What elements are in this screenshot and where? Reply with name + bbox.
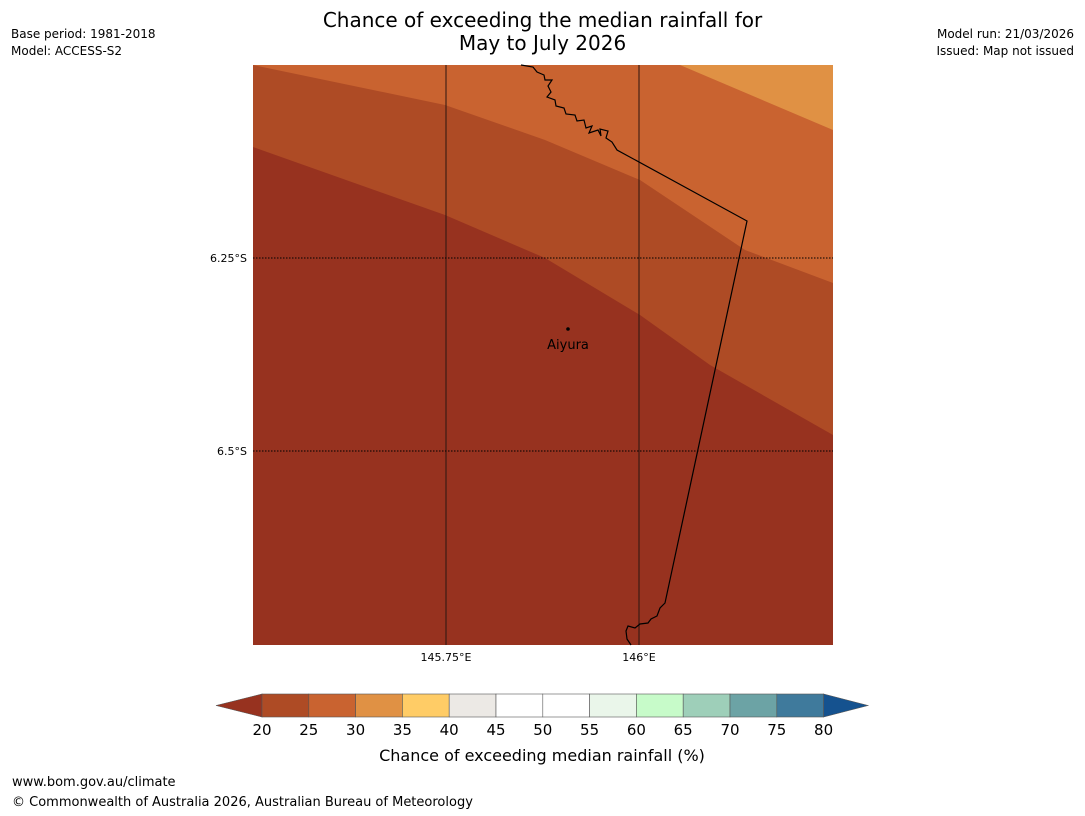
colorbar-tick-70: 70 (720, 721, 739, 739)
place-label: Aiyura (547, 338, 589, 353)
colorbar-swatch-45-50 (495, 693, 544, 718)
colorbar-over-arrow (823, 693, 870, 718)
colorbar-tick-35: 35 (393, 721, 412, 739)
map-panel: Aiyura 6.25°S 6.5°S 145.75°E 146°E (210, 64, 833, 664)
colorbar-swatch-30-35 (355, 693, 403, 718)
meta-left: Base period: 1981-2018 Model: ACCESS-S2 (11, 26, 156, 60)
meta-right: Model run: 21/03/2026 Issued: Map not is… (936, 26, 1074, 60)
model-run-text: Model run: 21/03/2026 (936, 27, 1074, 41)
colorbar-swatch-20-25 (261, 693, 310, 718)
colorbar-swatch-35-40 (402, 693, 450, 718)
footer-url: www.bom.gov.au/climate (12, 775, 176, 790)
map-title-line-2: May to July 2026 (458, 31, 627, 55)
colorbar-tick-80: 80 (814, 721, 833, 739)
colorbar-tick-75: 75 (767, 721, 786, 739)
colorbar: 20 25 30 35 40 45 50 55 60 65 70 75 80 (215, 693, 870, 739)
place-marker (566, 327, 570, 331)
colorbar-swatch-75-80 (776, 693, 824, 718)
colorbar-tick-55: 55 (580, 721, 599, 739)
colorbar-swatch-70-75 (729, 693, 778, 718)
base-period-text: Base period: 1981-2018 (11, 27, 156, 41)
colorbar-tick-45: 45 (486, 721, 505, 739)
colorbar-swatch-65-70 (682, 693, 731, 718)
colorbar-tick-65: 65 (674, 721, 693, 739)
colorbar-tick-40: 40 (440, 721, 459, 739)
band-35-40 (680, 65, 833, 130)
band-30-35 (253, 65, 833, 283)
lon-label-146: 146°E (622, 651, 655, 664)
lat-label-6-5: 6.5°S (217, 445, 247, 458)
issued-text: Issued: Map not issued (936, 44, 1074, 58)
colorbar-swatch-60-65 (636, 693, 684, 718)
colorbar-swatch-40-45 (448, 693, 497, 718)
colorbar-tick-50: 50 (533, 721, 552, 739)
province-boundary (520, 64, 748, 646)
colorbar-swatch-50-55 (542, 693, 590, 718)
colorbar-tick-25: 25 (299, 721, 318, 739)
lon-label-145-75: 145.75°E (421, 651, 472, 664)
footer-copyright: © Commonwealth of Australia 2026, Austra… (12, 795, 473, 810)
colorbar-swatch-25-30 (308, 693, 356, 718)
model-text: Model: ACCESS-S2 (11, 44, 123, 58)
colorbar-tick-20: 20 (252, 721, 271, 739)
colorbar-tick-30: 30 (346, 721, 365, 739)
colorbar-swatch-55-60 (589, 693, 637, 718)
colorbar-label: Chance of exceeding median rainfall (%) (379, 746, 705, 765)
colorbar-tick-60: 60 (627, 721, 646, 739)
lat-label-6-25: 6.25°S (210, 252, 247, 265)
map-title-line-1: Chance of exceeding the median rainfall … (322, 8, 763, 32)
colorbar-under-arrow (215, 693, 263, 718)
